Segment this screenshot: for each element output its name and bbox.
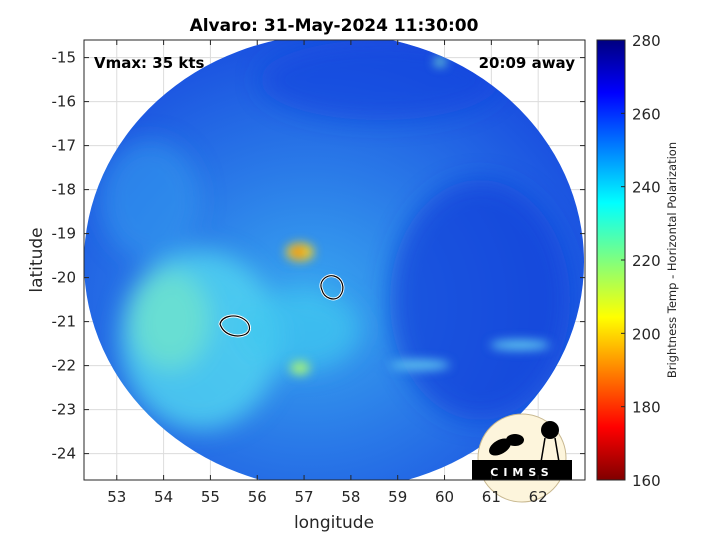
colorbar-tick-label: 160: [632, 472, 661, 490]
y-axis-label: latitude: [27, 227, 47, 292]
y-tick-label: -22: [52, 357, 77, 375]
x-tick-label: 56: [248, 488, 267, 506]
y-tick-label: -15: [52, 49, 77, 67]
brightness-image: [84, 40, 584, 480]
x-tick-label: 55: [201, 488, 220, 506]
x-tick-label: 60: [435, 488, 454, 506]
y-tick-label: -16: [52, 93, 77, 111]
vmax-annotation: Vmax: 35 kts: [94, 54, 204, 72]
svg-text:CIMSS: CIMSS: [490, 466, 553, 479]
colorbar-tick-label: 240: [632, 179, 661, 197]
y-tick-label: -20: [52, 269, 77, 287]
x-tick-label: 59: [388, 488, 407, 506]
y-tick-label: -19: [52, 225, 77, 243]
y-tick-label: -17: [52, 137, 77, 155]
colorbar-tick-label: 220: [632, 252, 661, 270]
colorbar-label: Brightness Temp - Horizontal Polarizatio…: [665, 142, 679, 378]
y-tick-label: -24: [52, 445, 77, 463]
y-tick-label: -23: [52, 401, 77, 419]
colorbar: [596, 39, 626, 481]
x-tick-label: 57: [295, 488, 314, 506]
x-tick-label: 53: [107, 488, 126, 506]
chart-title: Alvaro: 31-May-2024 11:30:00: [190, 16, 479, 36]
x-tick-label: 61: [482, 488, 501, 506]
y-tick-label: -21: [52, 313, 77, 331]
y-tick-label: -18: [52, 181, 77, 199]
time-away-annotation: 20:09 away: [479, 54, 576, 72]
x-tick-label: 58: [341, 488, 360, 506]
axes-box: [83, 39, 586, 481]
colorbar-tick-label: 200: [632, 325, 661, 343]
x-axis-label: longitude: [294, 513, 374, 533]
x-tick-label: 54: [154, 488, 173, 506]
colorbar-tick-label: 260: [632, 105, 661, 123]
colorbar-tick-label: 280: [632, 32, 661, 50]
x-tick-label: 62: [529, 488, 548, 506]
colorbar-tick-label: 180: [632, 399, 661, 417]
